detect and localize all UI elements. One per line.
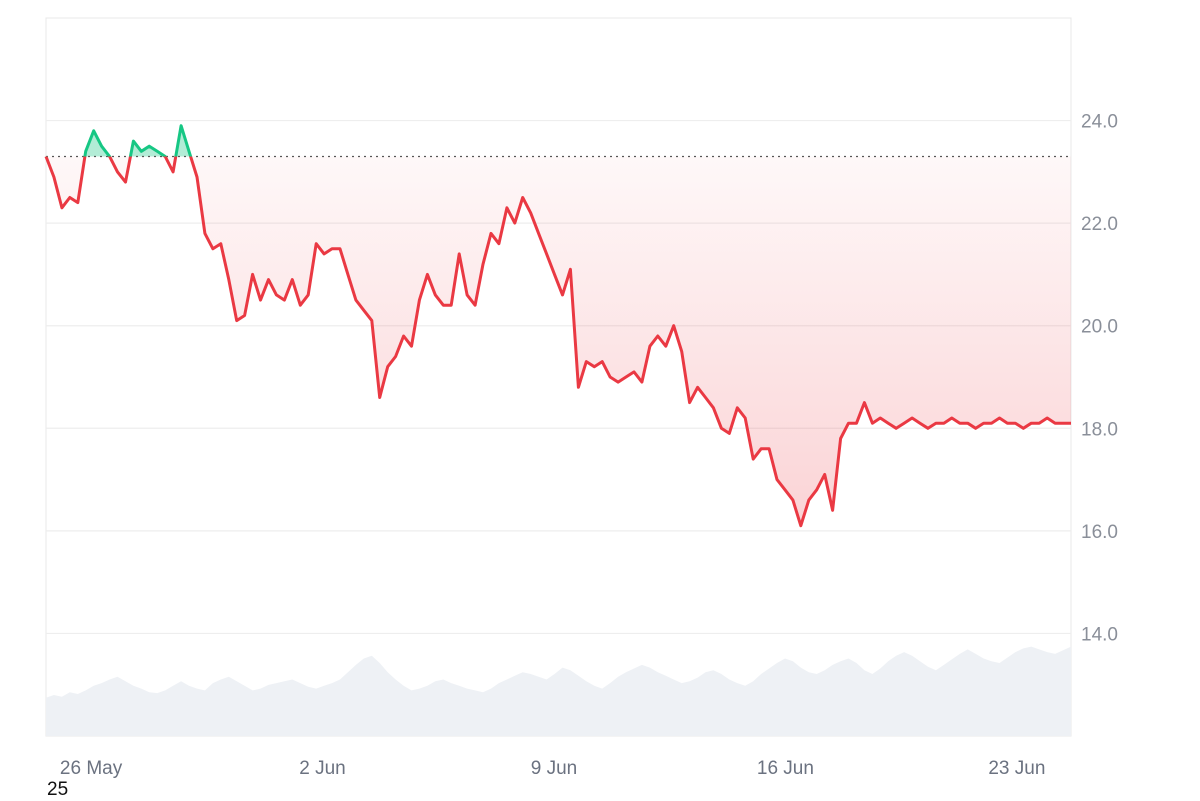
x-tick-label: 9 Jun	[531, 758, 577, 779]
x-tick-label: 16 Jun	[757, 758, 814, 779]
x-tick-label: 23 Jun	[988, 758, 1045, 779]
y-tick-label: 22.0	[1081, 214, 1118, 235]
y-tick-label: 14.0	[1081, 624, 1118, 645]
x-tick-label: 26 May	[60, 758, 123, 779]
area-above-baseline	[46, 125, 1071, 157]
x-tick-label: 2 Jun	[299, 758, 345, 779]
price-line	[44, 124, 1071, 528]
volume-area	[46, 646, 1071, 736]
price-area	[46, 125, 1071, 526]
y-tick-label: 18.0	[1081, 419, 1118, 440]
y-tick-label: 20.0	[1081, 317, 1118, 338]
y-tick-label: 24.0	[1081, 112, 1118, 133]
line-below-baseline	[44, 156, 1071, 528]
volume-layer	[46, 646, 1071, 736]
area-below-baseline	[46, 156, 1071, 526]
x-axis: 26 May 2 Jun 9 Jun 16 Jun 23 Jun	[60, 758, 1045, 779]
y-tick-label: 16.0	[1081, 522, 1118, 543]
y-axis: 14.0 16.0 18.0 20.0 22.0 24.0	[1081, 112, 1118, 646]
footer-label: 25	[47, 779, 69, 800]
